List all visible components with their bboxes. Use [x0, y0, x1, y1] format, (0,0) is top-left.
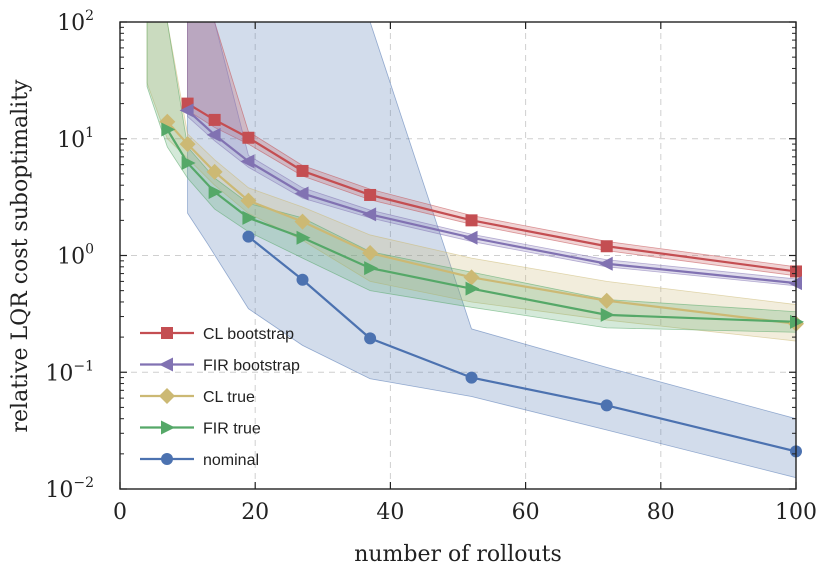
- y-tick-base: 10: [45, 361, 73, 386]
- point-fir-true: [364, 261, 379, 276]
- point-nominal: [600, 399, 613, 412]
- band-nominal: [187, 22, 796, 479]
- point-cl-true: [179, 136, 196, 153]
- y-tick-label: 100: [57, 242, 94, 270]
- point-fir-bootstrap: [179, 103, 194, 118]
- x-tick-label: 20: [241, 500, 269, 525]
- y-tick-label: 10−1: [45, 358, 94, 386]
- point-cl-true: [362, 245, 379, 262]
- legend-label-cl-true: CL true: [203, 389, 255, 406]
- y-axis-title: relative LQR cost suboptimality: [8, 79, 33, 433]
- point-fir-bootstrap: [463, 230, 478, 245]
- y-tick-base: 10: [57, 128, 85, 153]
- series-markers: [159, 97, 804, 458]
- point-fir-true: [600, 307, 615, 322]
- point-fir-bootstrap: [240, 154, 255, 169]
- band-fir-true: [146, 22, 796, 333]
- point-fir-true: [181, 155, 196, 170]
- x-axis-title: number of rollouts: [354, 542, 562, 567]
- point-cl-true: [206, 163, 223, 180]
- point-nominal: [465, 371, 478, 384]
- y-tick-label: 101: [57, 125, 94, 153]
- point-fir-bootstrap: [294, 186, 309, 201]
- x-tick-label: 80: [647, 500, 675, 525]
- band-fir-bootstrap: [187, 22, 796, 287]
- legend-label-fir-bootstrap: FIR bootstrap: [203, 358, 300, 375]
- legend-marker-cl-true: [159, 388, 175, 404]
- legend-marker-fir-true: [161, 420, 175, 435]
- point-fir-bootstrap: [788, 276, 802, 291]
- point-cl-true: [463, 269, 480, 286]
- legend-label-cl-bootstrap: CL bootstrap: [203, 326, 294, 343]
- legend-label-fir-true: FIR true: [203, 421, 261, 438]
- y-tick-exponent: −2: [73, 475, 94, 491]
- y-tick-exponent: 2: [85, 8, 94, 24]
- line-nominal: [247, 235, 796, 453]
- legend-marker-nominal: [161, 453, 173, 465]
- y-tick-base: 10: [57, 11, 85, 36]
- point-fir-true: [242, 210, 257, 225]
- point-fir-bootstrap: [362, 207, 377, 222]
- point-cl-true: [294, 213, 311, 230]
- point-cl-bootstrap: [242, 131, 255, 144]
- legend-label-nominal: nominal: [203, 452, 259, 469]
- y-tick-base: 10: [45, 478, 73, 503]
- point-fir-true: [790, 314, 804, 329]
- y-tick-label: 102: [57, 8, 94, 36]
- legend-marker-cl-bootstrap: [161, 327, 173, 339]
- point-cl-true: [240, 192, 257, 209]
- point-fir-true: [465, 281, 480, 296]
- y-tick-exponent: 0: [85, 242, 94, 258]
- legend: CL bootstrap FIR bootstrap CL true FIR true…: [140, 326, 300, 469]
- x-tick-label: 100: [775, 500, 817, 525]
- point-cl-bootstrap: [465, 214, 478, 227]
- point-cl-bootstrap: [600, 240, 613, 253]
- point-fir-true: [208, 184, 223, 199]
- point-fir-true: [296, 230, 311, 245]
- point-nominal: [296, 273, 309, 286]
- point-nominal: [364, 332, 377, 345]
- x-tick-label: 60: [512, 500, 540, 525]
- point-fir-bootstrap: [206, 127, 221, 142]
- point-cl-bootstrap: [364, 188, 377, 201]
- y-tick-exponent: −1: [73, 358, 94, 374]
- y-tick-base: 10: [57, 245, 85, 270]
- x-tick-label: 0: [113, 500, 127, 525]
- y-tick-exponent: 1: [85, 125, 94, 141]
- legend-marker-fir-bootstrap: [159, 357, 173, 372]
- y-tick-label: 10−2: [45, 475, 94, 503]
- point-fir-bootstrap: [598, 256, 613, 271]
- point-nominal: [242, 230, 255, 243]
- confidence-bands: [146, 22, 796, 479]
- x-tick-label: 40: [376, 500, 404, 525]
- point-cl-bootstrap: [208, 113, 221, 126]
- point-fir-true: [161, 122, 176, 137]
- point-cl-bootstrap: [296, 164, 309, 177]
- point-cl-true: [598, 292, 615, 309]
